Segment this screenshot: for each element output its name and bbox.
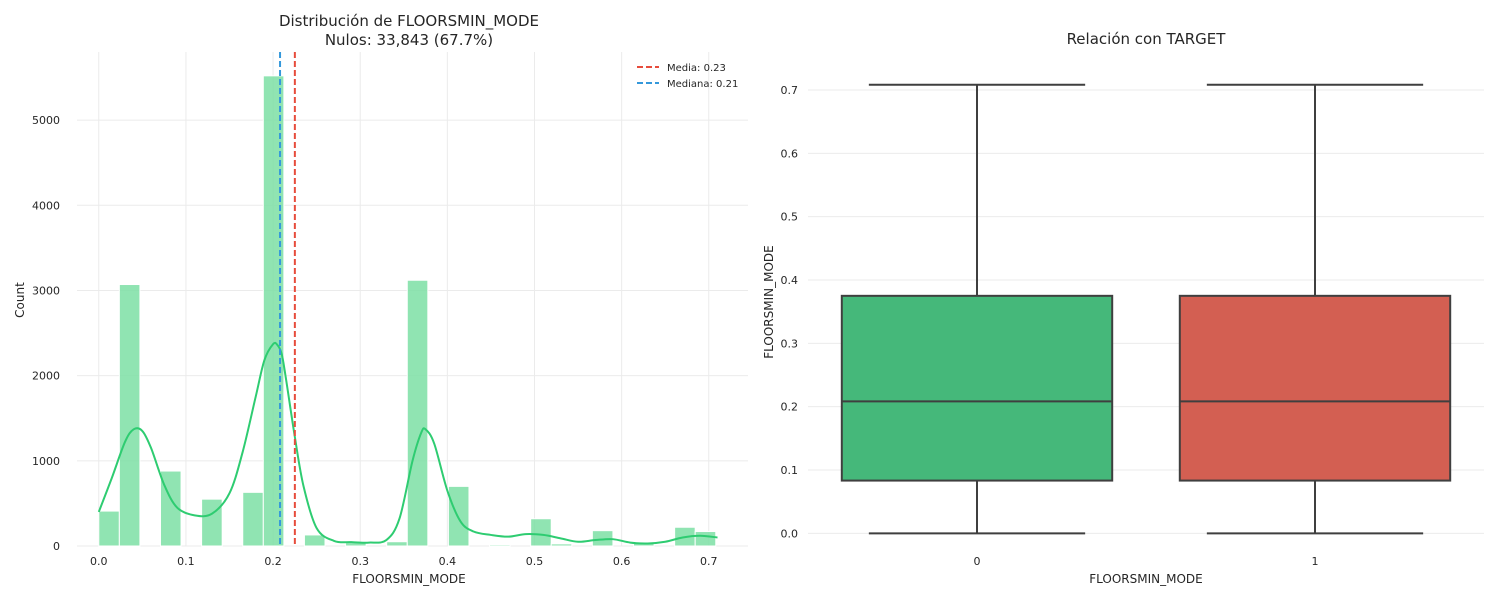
- legend-median-label: Mediana: 0.21: [667, 79, 738, 90]
- histogram-bar: [489, 544, 511, 547]
- boxplot-y-tick-label: 0.7: [781, 84, 799, 97]
- histogram-y-tick-label: 4000: [32, 199, 60, 212]
- boxplot-boxes: [840, 83, 1452, 535]
- histogram-y-tick-label: 3000: [32, 284, 60, 297]
- box-target-1: [1178, 83, 1452, 535]
- histogram-x-tick-label: 0.4: [439, 555, 457, 568]
- histogram-x-tick-label: 0.6: [613, 555, 631, 568]
- histogram-bar: [262, 75, 285, 547]
- histogram-y-axis-label: Count: [13, 282, 27, 318]
- histogram-x-ticks: 0.0 0.1 0.2 0.3 0.4 0.5 0.6 0.7: [90, 555, 718, 568]
- boxplot-y-tick-label: 0.2: [781, 401, 799, 414]
- kde-curve: [97, 341, 718, 545]
- histogram-legend: Media: 0.23 Mediana: 0.21: [637, 63, 738, 90]
- histogram-y-ticks: 0 1000 2000 3000 4000 5000: [32, 114, 60, 553]
- iqr-box: [840, 294, 1114, 482]
- boxplot-y-tick-label: 0.5: [781, 211, 799, 224]
- histogram-bar: [406, 279, 429, 547]
- histogram-title-line2: Nulos: 33,843 (67.7%): [325, 31, 493, 49]
- histogram-bar: [118, 284, 141, 547]
- histogram-bar: [303, 534, 326, 547]
- box-target-0: [840, 83, 1114, 535]
- iqr-box: [1178, 294, 1452, 482]
- histogram-x-tick-label: 0.7: [700, 555, 718, 568]
- histogram-bar: [530, 518, 552, 547]
- histogram-x-axis-label: FLOORSMIN_MODE: [352, 572, 466, 586]
- histogram-bar: [98, 510, 120, 547]
- boxplot-y-tick-label: 0.4: [781, 274, 799, 287]
- reference-lines: [279, 52, 296, 546]
- histogram-x-tick-label: 0.1: [177, 555, 195, 568]
- histogram-bar: [386, 541, 408, 547]
- histogram-bar: [694, 531, 717, 547]
- histogram-y-tick-label: 2000: [32, 370, 60, 383]
- histogram-title-line1: Distribución de FLOORSMIN_MODE: [279, 12, 539, 31]
- histogram-bar: [201, 498, 223, 547]
- kde-curve-group: [97, 341, 718, 545]
- histogram-bar: [447, 485, 470, 547]
- boxplot-y-ticks: 0.0 0.1 0.2 0.3 0.4 0.5 0.6 0.7: [781, 84, 799, 540]
- histogram-x-tick-label: 0.0: [90, 555, 108, 568]
- histogram-x-tick-label: 0.3: [351, 555, 369, 568]
- histogram-bar: [550, 543, 573, 547]
- histogram-y-tick-label: 1000: [32, 455, 60, 468]
- histogram-grid: [77, 52, 748, 547]
- boxplot-title: Relación con TARGET: [1067, 30, 1227, 48]
- boxplot-y-tick-label: 0.0: [781, 527, 799, 540]
- boxplot-x-tick-label: 0: [974, 555, 981, 568]
- boxplot-x-axis-label: FLOORSMIN_MODE: [1089, 572, 1203, 586]
- boxplot-y-tick-label: 0.3: [781, 337, 799, 350]
- boxplot-y-tick-label: 0.6: [781, 147, 799, 160]
- histogram-bar: [242, 491, 264, 547]
- histogram-y-tick-label: 0: [53, 540, 60, 553]
- legend-mean-label: Media: 0.23: [667, 63, 726, 74]
- histogram-bars: [98, 75, 717, 547]
- histogram-panel: 0.0 0.1 0.2 0.3 0.4 0.5 0.6 0.7 0 1000 2000 3000 40…: [13, 12, 748, 586]
- boxplot-y-tick-label: 0.1: [781, 464, 799, 477]
- histogram-x-tick-label: 0.5: [526, 555, 544, 568]
- histogram-y-tick-label: 5000: [32, 114, 60, 127]
- boxplot-x-tick-label: 1: [1312, 555, 1319, 568]
- histogram-x-tick-label: 0.2: [264, 555, 282, 568]
- boxplot-y-axis-label: FLOORSMIN_MODE: [762, 245, 776, 359]
